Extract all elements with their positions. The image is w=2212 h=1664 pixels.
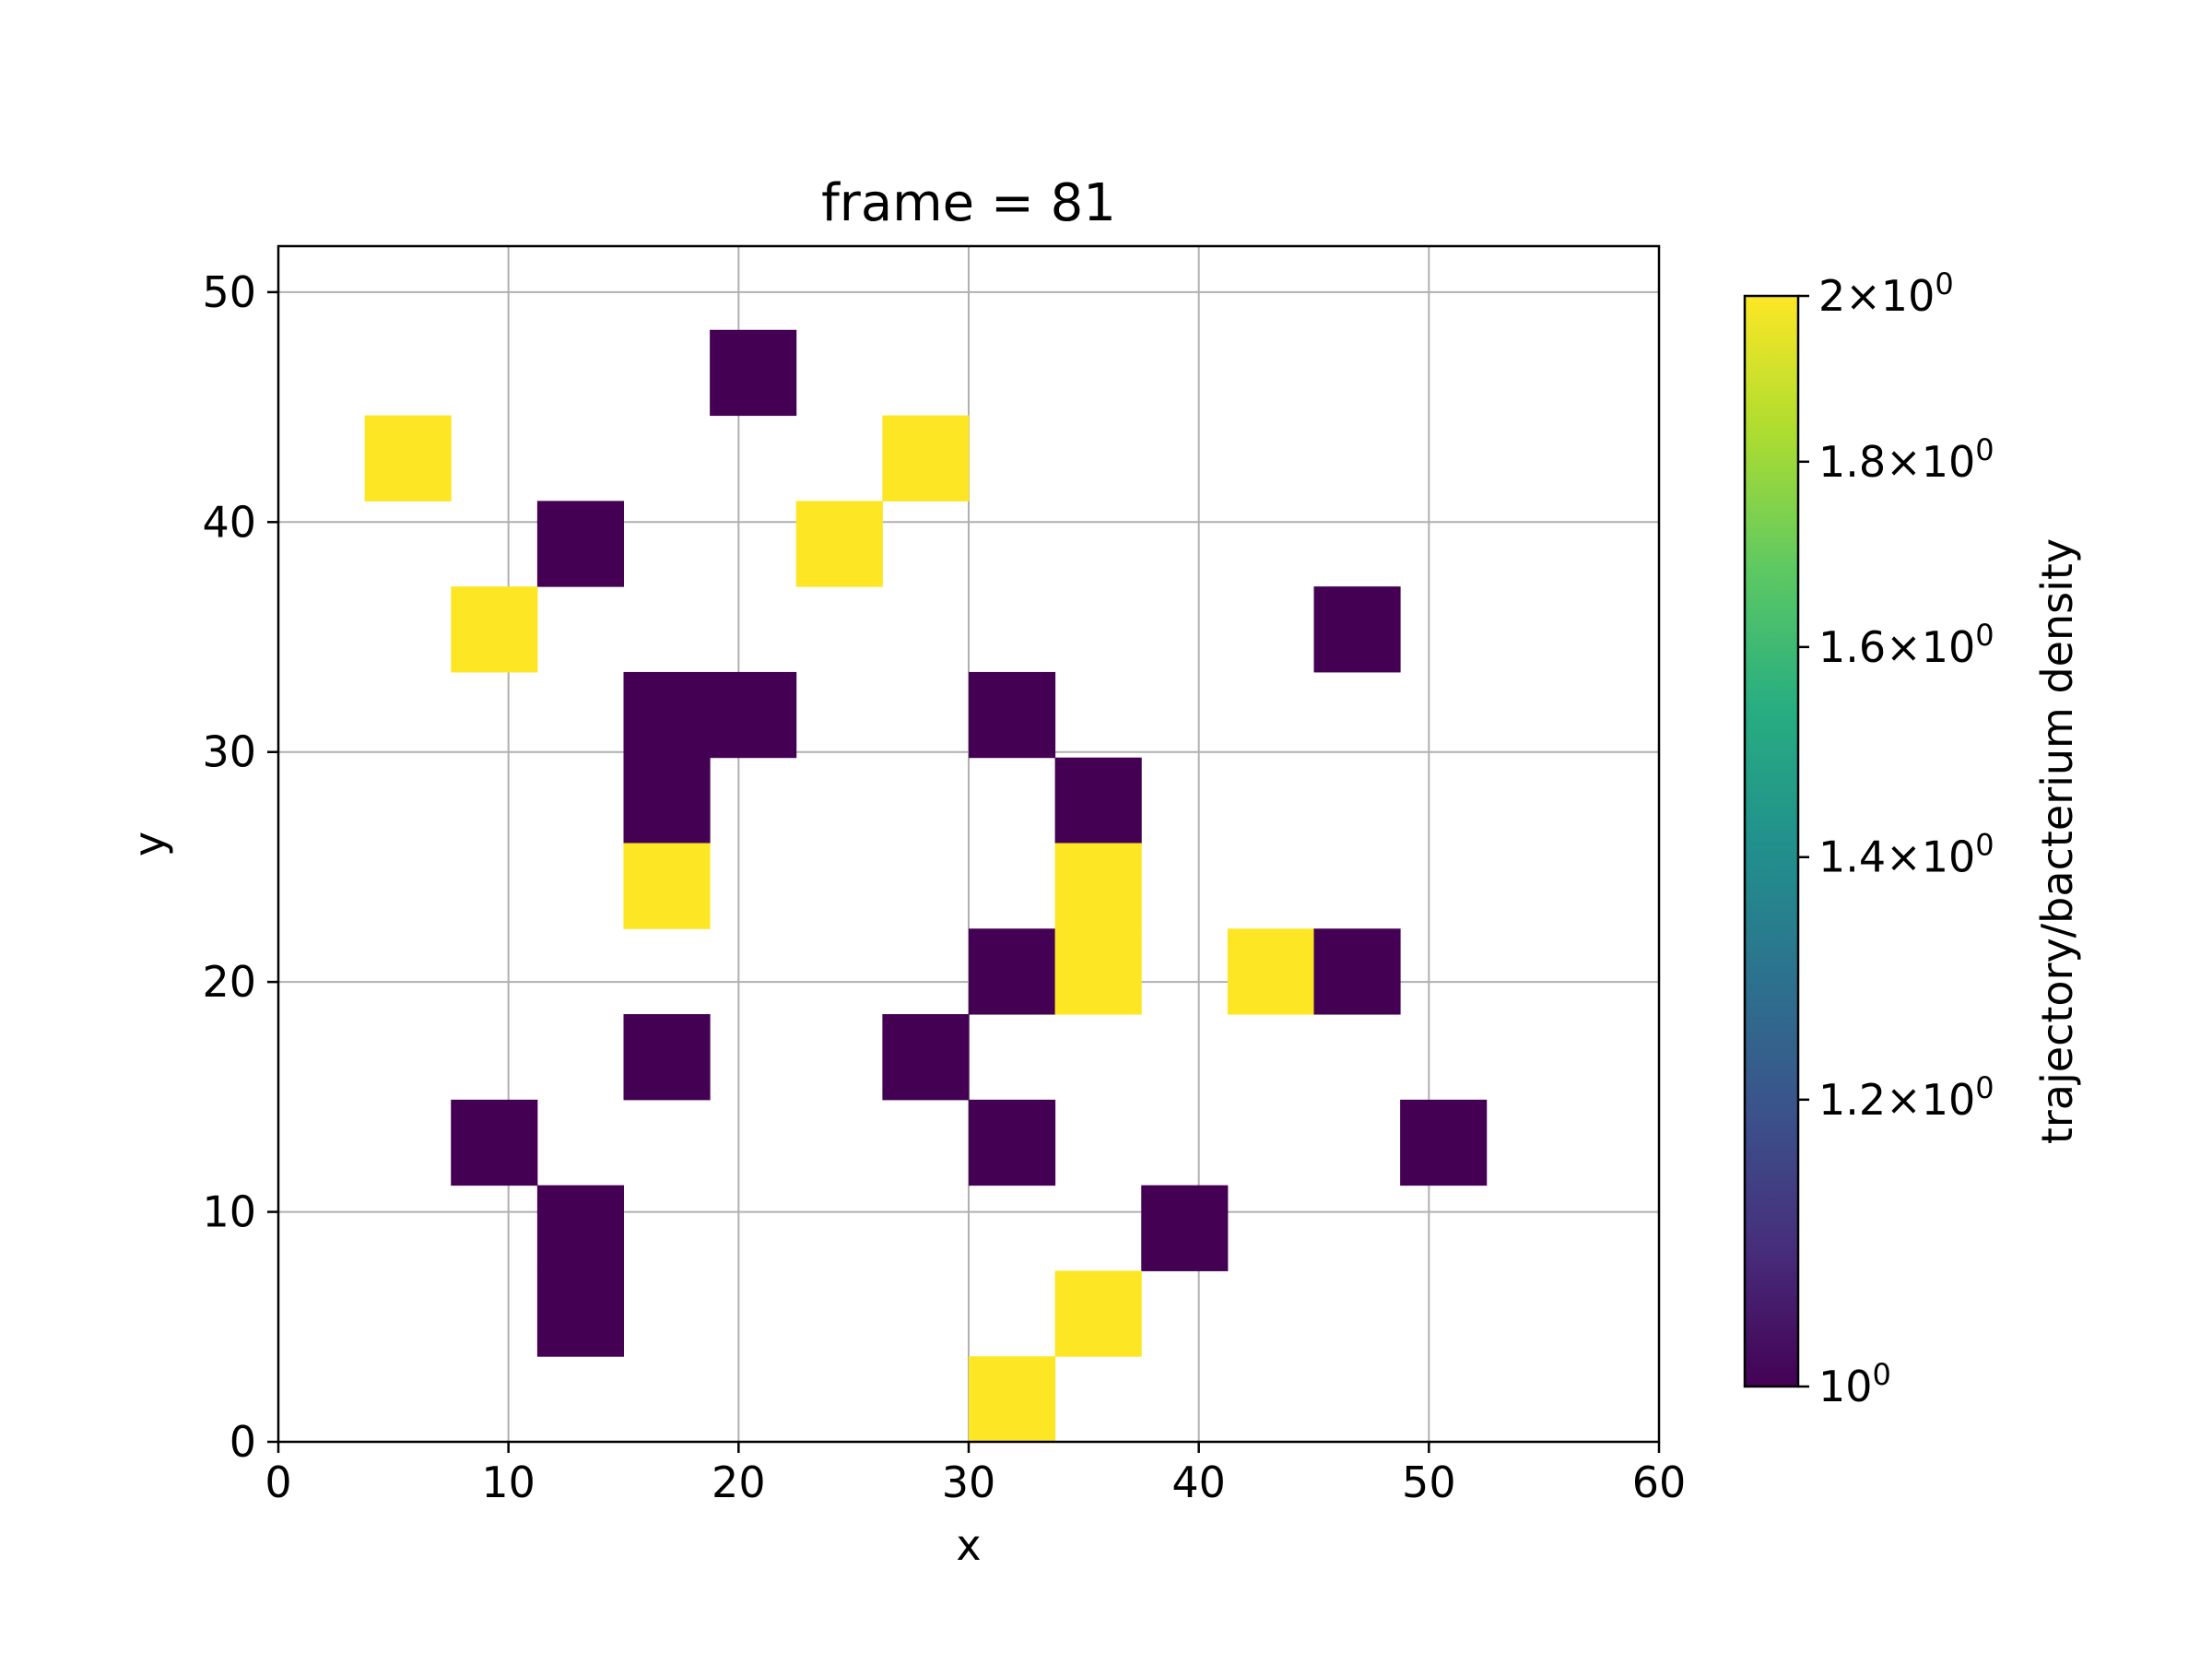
x-axis-label: x [956, 1520, 981, 1570]
heatmap-cell [623, 1014, 711, 1101]
heatmap-cell [969, 928, 1056, 1015]
heatmap-cell [1054, 928, 1142, 1015]
heatmap-cell [710, 329, 797, 417]
heatmap-cell [1313, 928, 1401, 1015]
x-tick-label: 60 [1632, 1457, 1687, 1507]
y-tick-label: 10 [202, 1187, 256, 1237]
heatmap-cell [882, 1014, 970, 1101]
heatmap-cell [1054, 757, 1142, 844]
colorbar-label: trajectory/bacterium density [2032, 538, 2082, 1144]
heatmap-cell [451, 1099, 538, 1186]
heatmap-cell [364, 415, 452, 502]
heatmap-cell [536, 501, 624, 587]
y-axis-label: y [124, 832, 174, 856]
colorbar-tick-label: 2×100 [1818, 266, 1954, 321]
x-tick-label: 30 [942, 1457, 996, 1507]
heatmap-cell [1054, 843, 1142, 929]
heatmap-cell [1227, 928, 1314, 1015]
colorbar-tick-label: 1.2×100 [1818, 1070, 1994, 1125]
colorbar-tick-label: 1.8×100 [1818, 432, 1994, 487]
x-tick-label: 50 [1402, 1457, 1456, 1507]
heatmap-cells [364, 329, 1488, 1443]
heatmap-cell [795, 501, 883, 587]
heatmap-cell [969, 1356, 1056, 1443]
heatmap-cell [623, 843, 711, 929]
heatmap-cell [969, 671, 1056, 759]
y-tick-label: 20 [202, 957, 256, 1007]
heatmap-cell [1400, 1099, 1488, 1186]
heatmap-cell [1054, 1270, 1142, 1357]
colorbar-ticks: 2×100 1.8×100 1.6×100 1.4×100 1.2×100 100 [1798, 266, 1994, 1411]
axis-ticks: 0 10 20 30 40 50 60 0 10 20 30 40 50 [202, 267, 1686, 1507]
y-tick-label: 50 [202, 267, 256, 317]
heatmap-cell [536, 1185, 624, 1271]
x-tick-label: 40 [1171, 1457, 1226, 1507]
y-tick-label: 0 [229, 1417, 256, 1467]
y-tick-label: 40 [202, 497, 256, 547]
heatmap-cell [623, 757, 711, 844]
colorbar [1743, 294, 1800, 1388]
heatmap-cell [536, 1270, 624, 1357]
heatmap-cell [710, 671, 797, 759]
heatmap-cell [1313, 586, 1401, 673]
colorbar-tick-label: 100 [1818, 1357, 1891, 1411]
heatmap-cell [451, 586, 538, 673]
chart-title: frame = 81 [821, 173, 1116, 233]
colorbar-tick-label: 1.6×100 [1818, 618, 1994, 672]
x-tick-label: 10 [481, 1457, 535, 1507]
heatmap-cell [1141, 1185, 1229, 1271]
heatmap-cell [969, 1099, 1056, 1186]
y-tick-label: 30 [202, 727, 256, 777]
heatmap-cell [882, 415, 970, 502]
heatmap-cell [623, 671, 711, 759]
colorbar-tick-label: 1.4×100 [1818, 828, 1994, 882]
x-tick-label: 20 [712, 1457, 766, 1507]
x-tick-label: 0 [265, 1457, 291, 1507]
